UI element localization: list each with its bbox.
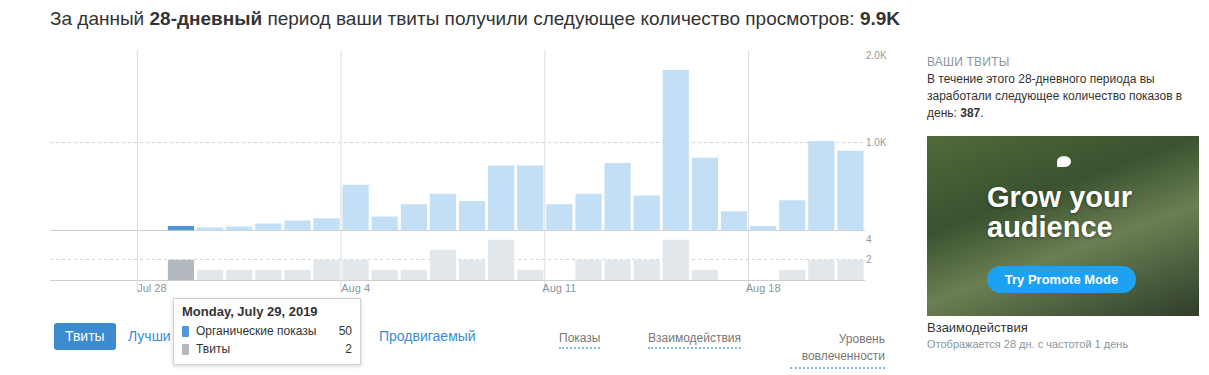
svg-text:2: 2: [866, 254, 872, 265]
html-text:Взаимодействия: Взаимодействия: [927, 320, 1028, 335]
html-text:Monday, July 29, 2019: Monday, July 29, 2019: [182, 304, 318, 319]
svg-text:1.0K: 1.0K: [866, 137, 887, 148]
html-text:Grow your audience: Grow your audience: [987, 181, 1132, 243]
html-text:Взаимодействия: Взаимодействия: [648, 331, 741, 345]
html-text:50: 50: [338, 324, 352, 338]
html-text:За данный 28-дневный период ва: За данный 28-дневный период ваши твиты п…: [50, 8, 901, 29]
html-text:ВАШИ ТВИТЫ: ВАШИ ТВИТЫ: [927, 55, 1010, 69]
svg-text:Jul 28: Jul 28: [137, 282, 166, 294]
html-text:В течение этого 28-дневного пе: В течение этого 28-дневного периода вы з…: [927, 72, 1183, 120]
html-text:Твиты: Твиты: [65, 328, 105, 344]
html-text:2: 2: [345, 342, 352, 356]
svg-text:4: 4: [866, 234, 872, 245]
html-text:Продвигаемый: Продвигаемый: [379, 328, 476, 344]
html-text:Органические показы: Органические показы: [196, 324, 317, 338]
html-text:Твиты: Твиты: [196, 342, 230, 356]
svg-text:Aug 4: Aug 4: [341, 282, 370, 294]
html-text:Уровень вовлеченности: Уровень вовлеченности: [801, 332, 885, 363]
svg-text:Aug 11: Aug 11: [542, 282, 576, 294]
html-text:Показы: Показы: [559, 331, 601, 345]
svg-text:2.0K: 2.0K: [866, 50, 887, 61]
html-text:Отображается 28 дн. с частотой: Отображается 28 дн. с частотой 1 день: [927, 338, 1129, 350]
html-text:Try Promote Mode: Try Promote Mode: [1004, 272, 1119, 287]
svg-text:Aug 18: Aug 18: [746, 282, 781, 294]
html-text:Лучши: Лучши: [128, 328, 171, 344]
